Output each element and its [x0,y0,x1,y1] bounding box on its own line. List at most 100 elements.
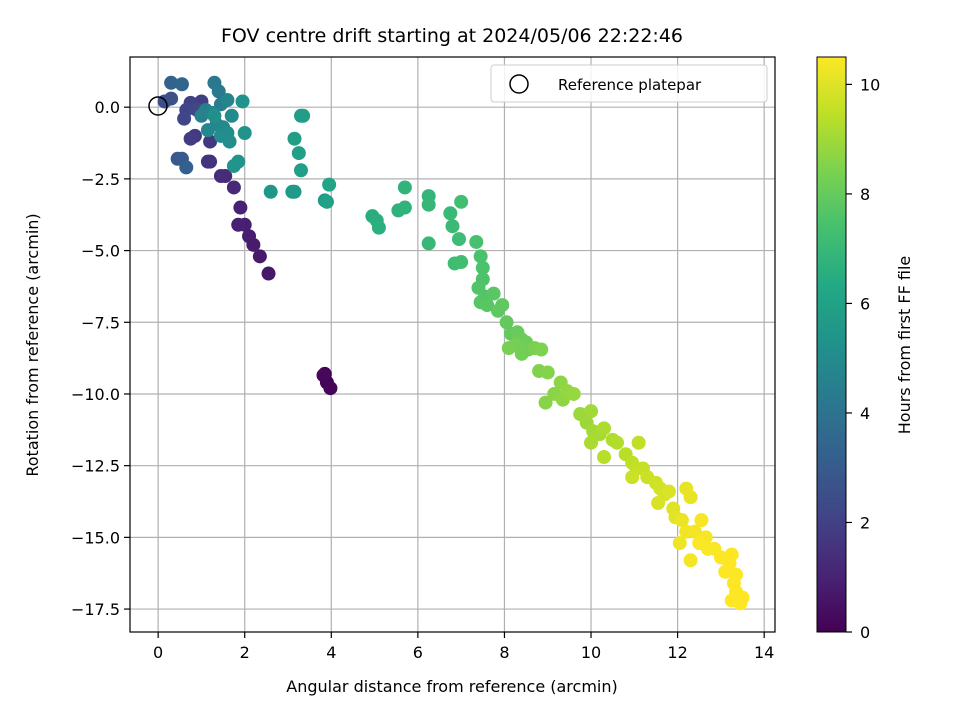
data-point [316,368,331,383]
y-axis-ticks: 0.0 −2.5 −5.0 −7.5 −10.0 −12.5 −15.0 −17.5 [71,98,130,619]
legend: Reference platepar [490,64,768,103]
data-point [534,342,549,357]
data-point [597,421,612,436]
data-point [443,206,458,221]
data-point [473,249,488,264]
colorbar-tick-label: 10 [860,75,880,94]
x-axis-ticks: 0 2 4 6 8 10 12 14 [153,632,774,662]
legend-reference-icon [509,74,529,94]
data-point [445,219,460,234]
data-point [683,490,698,505]
data-point [371,220,386,235]
x-tick-label: 14 [754,643,774,662]
data-point [177,111,192,126]
data-point [222,134,237,149]
data-point [226,180,241,195]
data-point [194,108,209,123]
data-point [501,341,516,356]
data-point [490,303,505,318]
y-tick-label: 0.0 [95,98,120,117]
data-point [480,298,495,313]
data-point [252,249,267,264]
data-point [231,154,246,169]
x-tick-label: 12 [667,643,687,662]
data-point [220,93,235,108]
data-point [224,108,239,123]
data-point [625,470,640,485]
data-point [718,564,733,579]
x-tick-label: 2 [240,643,250,662]
y-axis-label: Rotation from reference (arcmin) [23,213,42,476]
data-point [285,184,300,199]
x-tick-label: 6 [413,643,423,662]
data-points [157,75,750,611]
y-tick-label: −10.0 [71,385,120,404]
data-point [566,386,581,401]
chart-title: FOV centre drift starting at 2024/05/06 … [221,25,683,47]
data-point [263,184,278,199]
y-tick-label: −15.0 [71,528,120,547]
y-tick-label: −12.5 [71,457,120,476]
data-point [538,395,553,410]
data-point [164,75,179,90]
data-point [707,541,722,556]
colorbar-tick-label: 4 [860,404,870,423]
data-point [200,123,215,138]
data-point [674,513,689,528]
data-point [454,255,469,270]
plot-frame [129,56,776,633]
data-point [179,160,194,175]
data-point [454,194,469,209]
colorbar-tick-label: 8 [860,185,870,204]
data-point [231,217,246,232]
colorbar-tick-label: 0 [860,623,870,642]
y-tick-label: −7.5 [81,313,120,332]
colorbar-label: Hours from first FF file [895,256,914,435]
data-point [421,197,436,212]
data-point [597,450,612,465]
data-point [540,365,555,380]
data-point [261,266,276,281]
data-point [451,232,466,247]
data-point [687,524,702,539]
y-tick-label: −17.5 [71,600,120,619]
data-point [203,134,218,149]
reference-platepar-marker [148,96,168,116]
colorbar-ticks: 0 2 4 6 8 10 [846,75,880,642]
data-point [486,286,501,301]
data-point [287,131,302,146]
data-point [293,163,308,178]
x-tick-label: 0 [153,643,163,662]
data-point [291,146,306,161]
y-tick-label: −5.0 [81,242,120,261]
data-point [211,84,226,99]
data-point [237,125,252,140]
data-point [200,154,215,169]
data-point [322,177,337,192]
x-tick-label: 8 [499,643,509,662]
colorbar [816,56,847,633]
colorbar-tick-label: 6 [860,294,870,313]
data-point [183,131,198,146]
data-point [323,381,338,396]
data-point [421,236,436,251]
data-point [694,513,709,528]
data-point [609,435,624,450]
data-point [174,77,189,92]
data-point [692,536,707,551]
data-point [213,169,228,184]
data-point [233,200,248,215]
x-axis-label: Angular distance from reference (arcmin) [286,677,617,696]
data-point [724,547,739,562]
data-point [207,108,222,123]
data-point [735,590,750,605]
data-point [235,94,250,109]
data-point [296,108,311,123]
x-tick-label: 4 [326,643,336,662]
data-point [683,553,698,568]
data-point [499,315,514,330]
legend-box [490,64,768,103]
data-point [661,484,676,499]
data-point [584,435,599,450]
